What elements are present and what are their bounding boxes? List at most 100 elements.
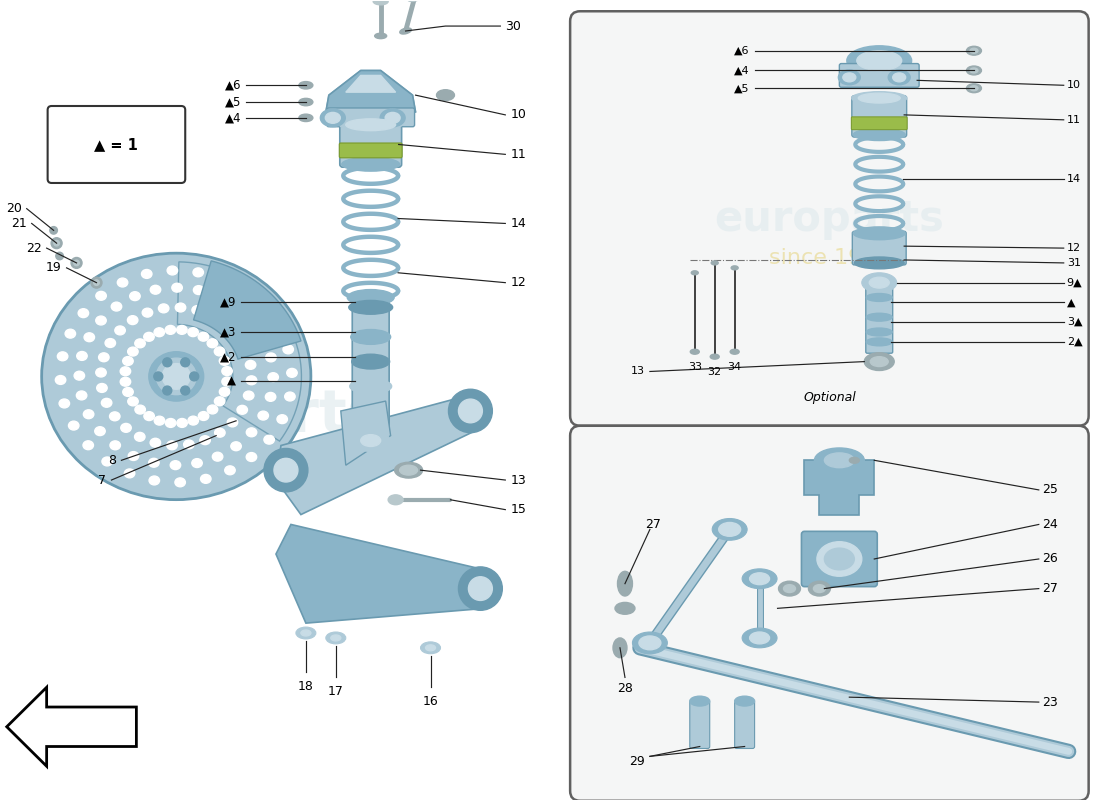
Ellipse shape: [57, 352, 68, 361]
Ellipse shape: [246, 428, 256, 437]
Text: 7: 7: [99, 474, 107, 486]
Ellipse shape: [110, 441, 120, 450]
Ellipse shape: [106, 338, 116, 347]
Polygon shape: [326, 70, 416, 112]
Ellipse shape: [82, 441, 94, 450]
Ellipse shape: [613, 638, 627, 658]
Ellipse shape: [124, 469, 135, 478]
Text: ▲5: ▲5: [734, 83, 749, 94]
Ellipse shape: [283, 345, 294, 354]
Ellipse shape: [240, 287, 251, 296]
Text: ▲4: ▲4: [224, 111, 241, 124]
FancyBboxPatch shape: [47, 106, 185, 183]
Circle shape: [459, 567, 503, 610]
Text: 30: 30: [505, 19, 521, 33]
FancyBboxPatch shape: [690, 700, 710, 749]
Ellipse shape: [177, 418, 187, 427]
Circle shape: [274, 458, 298, 482]
Text: 10: 10: [1067, 80, 1080, 90]
Ellipse shape: [632, 632, 668, 654]
Text: 14: 14: [510, 217, 526, 230]
Ellipse shape: [888, 70, 910, 85]
Ellipse shape: [277, 414, 287, 424]
Ellipse shape: [224, 466, 235, 474]
Text: europarts: europarts: [59, 387, 383, 444]
Ellipse shape: [110, 412, 120, 421]
Ellipse shape: [320, 109, 345, 126]
Text: since 1982: since 1982: [769, 248, 890, 268]
Polygon shape: [177, 262, 301, 441]
Ellipse shape: [808, 581, 830, 596]
Text: ▲4: ▲4: [734, 66, 749, 75]
Ellipse shape: [222, 377, 232, 386]
Ellipse shape: [192, 268, 204, 277]
Text: 20: 20: [6, 202, 22, 215]
Ellipse shape: [76, 391, 87, 400]
Circle shape: [264, 449, 308, 492]
Circle shape: [53, 239, 60, 247]
Ellipse shape: [824, 548, 855, 570]
Ellipse shape: [165, 326, 176, 334]
Circle shape: [163, 386, 172, 395]
FancyBboxPatch shape: [340, 122, 402, 167]
Text: Optional: Optional: [803, 391, 856, 404]
Ellipse shape: [129, 451, 139, 461]
Ellipse shape: [814, 448, 865, 473]
Ellipse shape: [639, 636, 661, 650]
Ellipse shape: [381, 109, 405, 126]
Text: 32: 32: [707, 366, 722, 377]
Ellipse shape: [214, 347, 224, 356]
Ellipse shape: [194, 286, 204, 294]
Ellipse shape: [144, 412, 154, 421]
Circle shape: [50, 226, 57, 234]
Ellipse shape: [730, 350, 739, 354]
Ellipse shape: [326, 113, 340, 123]
Ellipse shape: [399, 466, 418, 475]
Text: 13: 13: [631, 366, 645, 377]
Ellipse shape: [385, 113, 400, 123]
Ellipse shape: [156, 358, 196, 394]
Ellipse shape: [849, 458, 859, 463]
Ellipse shape: [858, 93, 900, 103]
Circle shape: [189, 372, 199, 381]
Ellipse shape: [214, 428, 225, 437]
Ellipse shape: [102, 457, 112, 466]
Ellipse shape: [200, 474, 211, 483]
Ellipse shape: [857, 50, 902, 70]
Text: 23: 23: [1042, 695, 1057, 709]
FancyBboxPatch shape: [570, 11, 1089, 426]
Ellipse shape: [349, 301, 393, 314]
Ellipse shape: [148, 352, 204, 401]
Ellipse shape: [388, 495, 403, 505]
Ellipse shape: [74, 371, 85, 380]
Ellipse shape: [42, 253, 311, 500]
Ellipse shape: [285, 392, 295, 401]
Text: ▲9: ▲9: [220, 296, 236, 309]
Polygon shape: [194, 261, 301, 359]
Ellipse shape: [615, 602, 635, 614]
Ellipse shape: [208, 311, 218, 321]
Circle shape: [94, 280, 99, 286]
Text: 33: 33: [688, 362, 702, 372]
Ellipse shape: [232, 303, 243, 312]
Text: 28: 28: [617, 682, 632, 695]
Ellipse shape: [154, 416, 165, 425]
Circle shape: [91, 278, 102, 288]
Text: 21: 21: [11, 217, 26, 230]
Polygon shape: [345, 75, 396, 92]
Ellipse shape: [120, 378, 131, 386]
Ellipse shape: [967, 66, 981, 75]
Ellipse shape: [350, 379, 392, 394]
Text: 12: 12: [510, 276, 526, 289]
Ellipse shape: [123, 357, 133, 366]
Polygon shape: [804, 460, 875, 514]
Ellipse shape: [114, 326, 125, 335]
Ellipse shape: [96, 316, 107, 325]
Ellipse shape: [134, 432, 145, 442]
Ellipse shape: [184, 440, 194, 449]
Circle shape: [449, 390, 493, 433]
Ellipse shape: [420, 642, 440, 654]
Ellipse shape: [96, 368, 107, 377]
Text: 16: 16: [422, 695, 439, 708]
Ellipse shape: [865, 353, 894, 370]
